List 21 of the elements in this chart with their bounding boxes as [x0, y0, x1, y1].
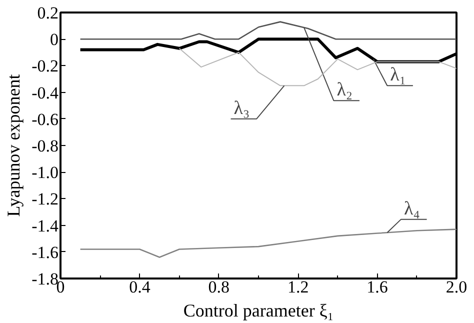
x-tick-label: 2.0: [446, 278, 468, 296]
x-tick-label: 0.8: [208, 278, 230, 296]
y-tick-label: 0: [50, 30, 58, 50]
y-tick-label: -1.2: [32, 190, 59, 209]
y-tick-label: -0.4: [32, 83, 59, 102]
y-axis-title: Lyapunov exponent: [4, 74, 24, 217]
series-label: λ₁: [390, 64, 406, 86]
y-tick-label: -0.8: [32, 136, 59, 156]
x-axis-title: Control parameter ξ₁: [183, 300, 334, 320]
x-tick-label: 1.2: [287, 278, 309, 296]
text: λ₂: [336, 80, 353, 101]
x-tick-label: 1.6: [366, 278, 388, 296]
y-tick-label: -1.4: [32, 216, 59, 236]
y-tick-label: 0.2: [37, 4, 58, 22]
y-tick-label: -1.0: [32, 163, 59, 182]
y-tick-label: -0.6: [32, 110, 59, 129]
x-tick-label: 0.4: [129, 278, 151, 296]
series-label: λ₃: [234, 98, 250, 119]
y-tick-label: -1.6: [32, 242, 59, 262]
series-label: λ₄: [404, 198, 420, 220]
y-tick-label: -0.2: [32, 56, 59, 76]
